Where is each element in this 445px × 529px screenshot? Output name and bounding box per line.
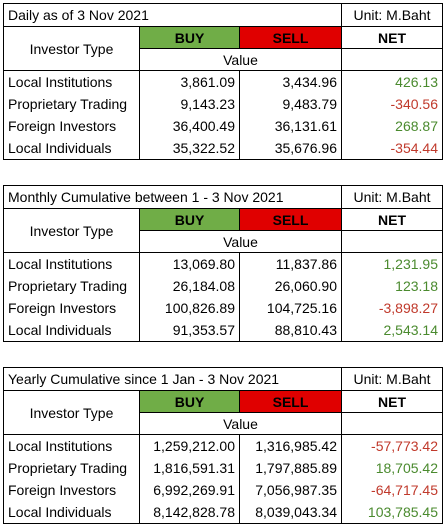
net-value: 268.87 [341, 115, 443, 137]
net-value: 2,543.14 [341, 319, 443, 342]
table-title: Daily as of 3 Nov 2021 [3, 3, 342, 27]
row-label: Foreign Investors [3, 297, 140, 319]
sell-value: 11,837.86 [239, 252, 342, 275]
net-value: -64,717.45 [341, 479, 443, 501]
buy-value: 6,992,269.91 [139, 479, 240, 501]
net-header: NET [341, 208, 443, 231]
net-value: -354.44 [341, 137, 443, 160]
daily-table: Daily as of 3 Nov 2021 Unit: M.Baht Inve… [3, 3, 443, 160]
row-label: Proprietary Trading [3, 457, 140, 479]
row-label: Local Individuals [3, 319, 140, 342]
table-row: Local Individuals 91,353.57 88,810.43 2,… [3, 319, 443, 342]
net-subheader [341, 230, 443, 253]
net-header: NET [341, 390, 443, 413]
buy-header: BUY [139, 390, 240, 413]
investor-type-header: Investor Type [3, 26, 140, 71]
buy-value: 8,142,828.78 [139, 501, 240, 524]
row-label: Local Institutions [3, 70, 140, 93]
table-row: Proprietary Trading 1,816,591.31 1,797,8… [3, 457, 443, 479]
row-label: Local Institutions [3, 252, 140, 275]
buy-value: 35,322.52 [139, 137, 240, 160]
buy-header: BUY [139, 26, 240, 49]
net-value: 18,705.42 [341, 457, 443, 479]
sell-header: SELL [239, 26, 342, 49]
table-row: Local Individuals 35,322.52 35,676.96 -3… [3, 137, 443, 160]
net-value: 123.18 [341, 275, 443, 297]
buy-header: BUY [139, 208, 240, 231]
table-title: Yearly Cumulative since 1 Jan - 3 Nov 20… [3, 367, 342, 391]
table-title: Monthly Cumulative between 1 - 3 Nov 202… [3, 185, 342, 209]
buy-value: 26,184.08 [139, 275, 240, 297]
value-header: Value [139, 230, 342, 253]
table-row: Foreign Investors 6,992,269.91 7,056,987… [3, 479, 443, 501]
sell-value: 104,725.16 [239, 297, 342, 319]
table-row: Proprietary Trading 9,143.23 9,483.79 -3… [3, 93, 443, 115]
net-value: -57,773.42 [341, 434, 443, 457]
buy-value: 91,353.57 [139, 319, 240, 342]
sell-value: 3,434.96 [239, 70, 342, 93]
sell-value: 26,060.90 [239, 275, 342, 297]
net-value: 426.13 [341, 70, 443, 93]
sell-value: 88,810.43 [239, 319, 342, 342]
unit-label: Unit: M.Baht [341, 185, 443, 209]
yearly-table: Yearly Cumulative since 1 Jan - 3 Nov 20… [3, 367, 443, 524]
sell-header: SELL [239, 208, 342, 231]
row-label: Local Individuals [3, 501, 140, 524]
buy-value: 36,400.49 [139, 115, 240, 137]
table-row: Local Institutions 13,069.80 11,837.86 1… [3, 252, 443, 275]
net-header: NET [341, 26, 443, 49]
value-header: Value [139, 412, 342, 435]
row-label: Proprietary Trading [3, 275, 140, 297]
buy-value: 1,259,212.00 [139, 434, 240, 457]
row-label: Proprietary Trading [3, 93, 140, 115]
net-value: 103,785.45 [341, 501, 443, 524]
sell-value: 1,797,885.89 [239, 457, 342, 479]
net-subheader [341, 48, 443, 71]
table-row: Foreign Investors 100,826.89 104,725.16 … [3, 297, 443, 319]
net-value: -3,898.27 [341, 297, 443, 319]
buy-value: 1,816,591.31 [139, 457, 240, 479]
table-row: Local Individuals 8,142,828.78 8,039,043… [3, 501, 443, 524]
sell-value: 1,316,985.42 [239, 434, 342, 457]
buy-value: 3,861.09 [139, 70, 240, 93]
row-label: Local Institutions [3, 434, 140, 457]
table-row: Local Institutions 3,861.09 3,434.96 426… [3, 70, 443, 93]
value-header: Value [139, 48, 342, 71]
investor-type-header: Investor Type [3, 390, 140, 435]
sell-value: 7,056,987.35 [239, 479, 342, 501]
sell-value: 35,676.96 [239, 137, 342, 160]
row-label: Foreign Investors [3, 479, 140, 501]
buy-value: 9,143.23 [139, 93, 240, 115]
sell-value: 9,483.79 [239, 93, 342, 115]
unit-label: Unit: M.Baht [341, 3, 443, 27]
table-row: Proprietary Trading 26,184.08 26,060.90 … [3, 275, 443, 297]
sell-value: 36,131.61 [239, 115, 342, 137]
net-subheader [341, 412, 443, 435]
net-value: 1,231.95 [341, 252, 443, 275]
sell-header: SELL [239, 390, 342, 413]
table-row: Foreign Investors 36,400.49 36,131.61 26… [3, 115, 443, 137]
investor-type-header: Investor Type [3, 208, 140, 253]
unit-label: Unit: M.Baht [341, 367, 443, 391]
row-label: Foreign Investors [3, 115, 140, 137]
net-value: -340.56 [341, 93, 443, 115]
sell-value: 8,039,043.34 [239, 501, 342, 524]
buy-value: 100,826.89 [139, 297, 240, 319]
buy-value: 13,069.80 [139, 252, 240, 275]
row-label: Local Individuals [3, 137, 140, 160]
monthly-table: Monthly Cumulative between 1 - 3 Nov 202… [3, 185, 443, 342]
table-row: Local Institutions 1,259,212.00 1,316,98… [3, 434, 443, 457]
